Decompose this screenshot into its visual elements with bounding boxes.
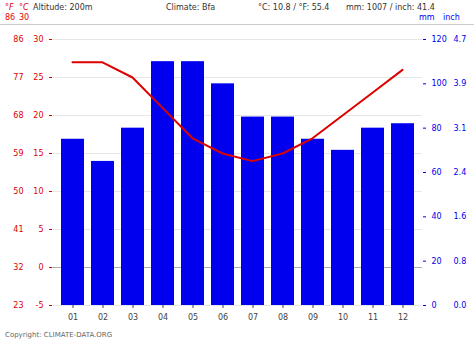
- svg-text:25: 25: [33, 73, 43, 82]
- svg-text:30: 30: [33, 35, 43, 44]
- svg-text:120: 120: [432, 35, 447, 44]
- svg-text:20: 20: [33, 111, 43, 120]
- html-text:°C: 10.8 / °F: 55.4: °C: 10.8 / °F: 55.4: [258, 3, 330, 12]
- svg-text:0: 0: [38, 263, 43, 272]
- svg-text:77: 77: [13, 73, 23, 82]
- html-text:mm: mm: [419, 13, 435, 22]
- html-text:inch: inch: [443, 13, 460, 22]
- svg-text:02: 02: [98, 313, 108, 322]
- svg-text:0.8: 0.8: [454, 257, 467, 266]
- svg-text:3.9: 3.9: [454, 79, 467, 88]
- html-text:Climate: Bfa: Climate: Bfa: [166, 3, 216, 12]
- svg-text:10: 10: [33, 187, 43, 196]
- svg-text:100: 100: [432, 79, 447, 88]
- svg-text:59: 59: [13, 149, 23, 158]
- svg-text:09: 09: [308, 313, 318, 322]
- svg-text:50: 50: [13, 187, 23, 196]
- svg-text:60: 60: [432, 168, 442, 177]
- svg-text:07: 07: [248, 313, 258, 322]
- svg-text:86: 86: [13, 35, 23, 44]
- svg-text:4.7: 4.7: [454, 35, 467, 44]
- svg-text:01: 01: [68, 313, 78, 322]
- svg-text:40: 40: [432, 212, 442, 221]
- html-text:Altitude: 200m: Altitude: 200m: [33, 3, 93, 12]
- svg-text:03: 03: [128, 313, 138, 322]
- html-text:°C: °C: [19, 3, 29, 12]
- svg-text:68: 68: [13, 111, 23, 120]
- svg-text:0.0: 0.0: [454, 301, 467, 310]
- svg-text:10: 10: [338, 313, 348, 322]
- svg-text:2.4: 2.4: [454, 168, 467, 177]
- svg-text:41: 41: [13, 225, 23, 234]
- svg-text:04: 04: [158, 313, 168, 322]
- html-text:Copyright: CLIMATE-DATA.ORG: Copyright: CLIMATE-DATA.ORG: [5, 331, 113, 339]
- svg-text:3.1: 3.1: [454, 124, 467, 133]
- html-text:86 30: 86 30: [5, 13, 30, 22]
- svg-text:5: 5: [38, 225, 43, 234]
- svg-text:0: 0: [432, 301, 437, 310]
- svg-text:15: 15: [33, 149, 43, 158]
- svg-text:20: 20: [432, 257, 442, 266]
- svg-text:23: 23: [13, 301, 23, 310]
- svg-text:1.6: 1.6: [454, 212, 467, 221]
- svg-text:32: 32: [13, 263, 23, 272]
- svg-text:-5: -5: [36, 301, 44, 310]
- html-text:°F: °F: [5, 3, 14, 12]
- svg-text:80: 80: [432, 124, 442, 133]
- html-text:mm: 1007 / inch: 41.4: mm: 1007 / inch: 41.4: [346, 3, 435, 12]
- svg-text:08: 08: [278, 313, 288, 322]
- svg-text:11: 11: [368, 313, 378, 322]
- svg-text:05: 05: [188, 313, 198, 322]
- svg-text:06: 06: [218, 313, 228, 322]
- svg-text:12: 12: [398, 313, 408, 322]
